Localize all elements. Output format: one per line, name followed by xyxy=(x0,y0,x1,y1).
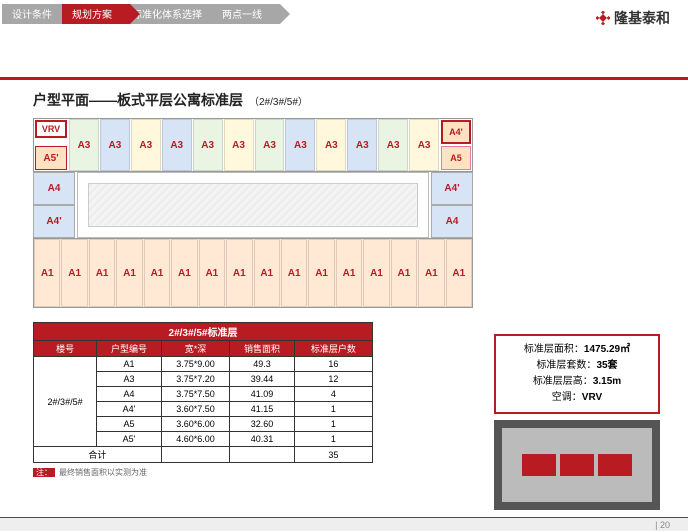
unit-a3: A3 xyxy=(285,119,315,171)
unit-a1: A1 xyxy=(418,239,444,307)
cell-count: 1 xyxy=(294,402,372,417)
unit-a1: A1 xyxy=(446,239,472,307)
cell-count: 12 xyxy=(294,372,372,387)
unit-a3: A3 xyxy=(131,119,161,171)
info-box: 标准层面积：1475.29㎡ 标准层套数：35套 标准层层高：3.15m 空调：… xyxy=(494,334,660,414)
cell-code: A4' xyxy=(97,402,162,417)
cell-code: A4 xyxy=(97,387,162,402)
floorplan-bottom-strip: A1 A1 A1 A1 A1 A1 A1 A1 A1 A1 A1 A1 A1 A… xyxy=(33,238,473,308)
col-building: 楼号 xyxy=(34,341,97,357)
unit-a1: A1 xyxy=(144,239,170,307)
unit-a1: A1 xyxy=(226,239,252,307)
site-minimap xyxy=(494,420,660,510)
cell-count: 1 xyxy=(294,417,372,432)
tab-design[interactable]: 设计条件 xyxy=(2,4,70,24)
unit-a4: A4 xyxy=(33,172,75,205)
minimap-building xyxy=(598,454,632,476)
cell-dim: 3.75*9.00 xyxy=(161,357,229,372)
unit-a3: A3 xyxy=(255,119,285,171)
col-count: 标准层户数 xyxy=(294,341,372,357)
minimap-building xyxy=(560,454,594,476)
unit-table: 2#/3#/5#标准层 楼号 户型编号 宽*深 销售面积 标准层户数 2#/3#… xyxy=(33,322,373,478)
unit-a3: A3 xyxy=(316,119,346,171)
brand-logo: 隆基泰和 xyxy=(596,8,670,28)
cell-count: 1 xyxy=(294,432,372,447)
unit-a1: A1 xyxy=(34,239,60,307)
cell-code: A5 xyxy=(97,417,162,432)
table-total-row: 合计 35 xyxy=(34,447,373,463)
cell-code: A3 xyxy=(97,372,162,387)
minimap-building xyxy=(522,454,556,476)
tab-plan[interactable]: 规划方案 xyxy=(62,4,130,24)
unit-a1: A1 xyxy=(391,239,417,307)
unit-a3: A3 xyxy=(100,119,130,171)
unit-a5-right: A5 xyxy=(441,146,471,170)
unit-a5-left: A5' xyxy=(35,146,67,170)
footer: | 20 xyxy=(0,517,688,531)
floorplan-top-strip: VRV A5' A3 A3 A3 A3 A3 A3 A3 A3 A3 A3 A3… xyxy=(33,118,473,172)
unit-a4-right: A4' xyxy=(441,120,471,144)
unit-a3: A3 xyxy=(69,119,99,171)
unit-a4p: A4' xyxy=(33,205,75,238)
unit-a1: A1 xyxy=(363,239,389,307)
unit-a3: A3 xyxy=(378,119,408,171)
cell-code: A5' xyxy=(97,432,162,447)
unit-a4p: A4' xyxy=(431,172,473,205)
cell-code: A1 xyxy=(97,357,162,372)
floorplan-diagram: VRV A5' A3 A3 A3 A3 A3 A3 A3 A3 A3 A3 A3… xyxy=(33,118,473,308)
unit-a3: A3 xyxy=(162,119,192,171)
cell-dim: 3.75*7.50 xyxy=(161,387,229,402)
floorplan-mid-strip: A4A4' A4'A4 xyxy=(33,172,473,238)
breadcrumb-tabs: 设计条件 规划方案 标准化体系选择 两点一线 xyxy=(0,0,688,27)
cell-dim: 4.60*6.00 xyxy=(161,432,229,447)
table-title: 2#/3#/5#标准层 xyxy=(34,323,373,341)
table-row: 2#/3#/5#A13.75*9.0049.316 xyxy=(34,357,373,372)
table-note: 注：最终销售面积以实测为准 xyxy=(33,467,373,478)
corridor-core xyxy=(77,172,429,238)
cell-dim: 3.60*6.00 xyxy=(161,417,229,432)
vrv-label: VRV xyxy=(35,120,67,138)
unit-a1: A1 xyxy=(171,239,197,307)
unit-a1: A1 xyxy=(281,239,307,307)
cell-area: 49.3 xyxy=(230,357,295,372)
diamond-icon xyxy=(596,11,610,25)
unit-a1: A1 xyxy=(61,239,87,307)
unit-a3: A3 xyxy=(347,119,377,171)
cell-dim: 3.75*7.20 xyxy=(161,372,229,387)
unit-a3: A3 xyxy=(224,119,254,171)
col-dim: 宽*深 xyxy=(161,341,229,357)
cell-count: 16 xyxy=(294,357,372,372)
unit-a1: A1 xyxy=(116,239,142,307)
cell-total: 35 xyxy=(294,447,372,463)
unit-a4: A4 xyxy=(431,205,473,238)
cell-area: 41.09 xyxy=(230,387,295,402)
unit-a3: A3 xyxy=(409,119,439,171)
unit-a1: A1 xyxy=(199,239,225,307)
page-title: 户型平面——板式平层公寓标准层（2#/3#/5#） xyxy=(0,80,688,114)
cell-area: 39.44 xyxy=(230,372,295,387)
tab-twopoints[interactable]: 两点一线 xyxy=(212,4,280,24)
unit-a1: A1 xyxy=(336,239,362,307)
col-code: 户型编号 xyxy=(97,341,162,357)
cell-count: 4 xyxy=(294,387,372,402)
unit-a3: A3 xyxy=(193,119,223,171)
col-area: 销售面积 xyxy=(230,341,295,357)
cell-dim: 3.60*7.50 xyxy=(161,402,229,417)
unit-a1: A1 xyxy=(254,239,280,307)
cell-area: 40.31 xyxy=(230,432,295,447)
cell-building: 2#/3#/5# xyxy=(34,357,97,447)
unit-a1: A1 xyxy=(89,239,115,307)
unit-a1: A1 xyxy=(308,239,334,307)
brand-name: 隆基泰和 xyxy=(614,8,670,28)
cell-area: 41.15 xyxy=(230,402,295,417)
page-number: 20 xyxy=(660,520,670,530)
cell-total-label: 合计 xyxy=(34,447,162,463)
cell-area: 32.60 xyxy=(230,417,295,432)
